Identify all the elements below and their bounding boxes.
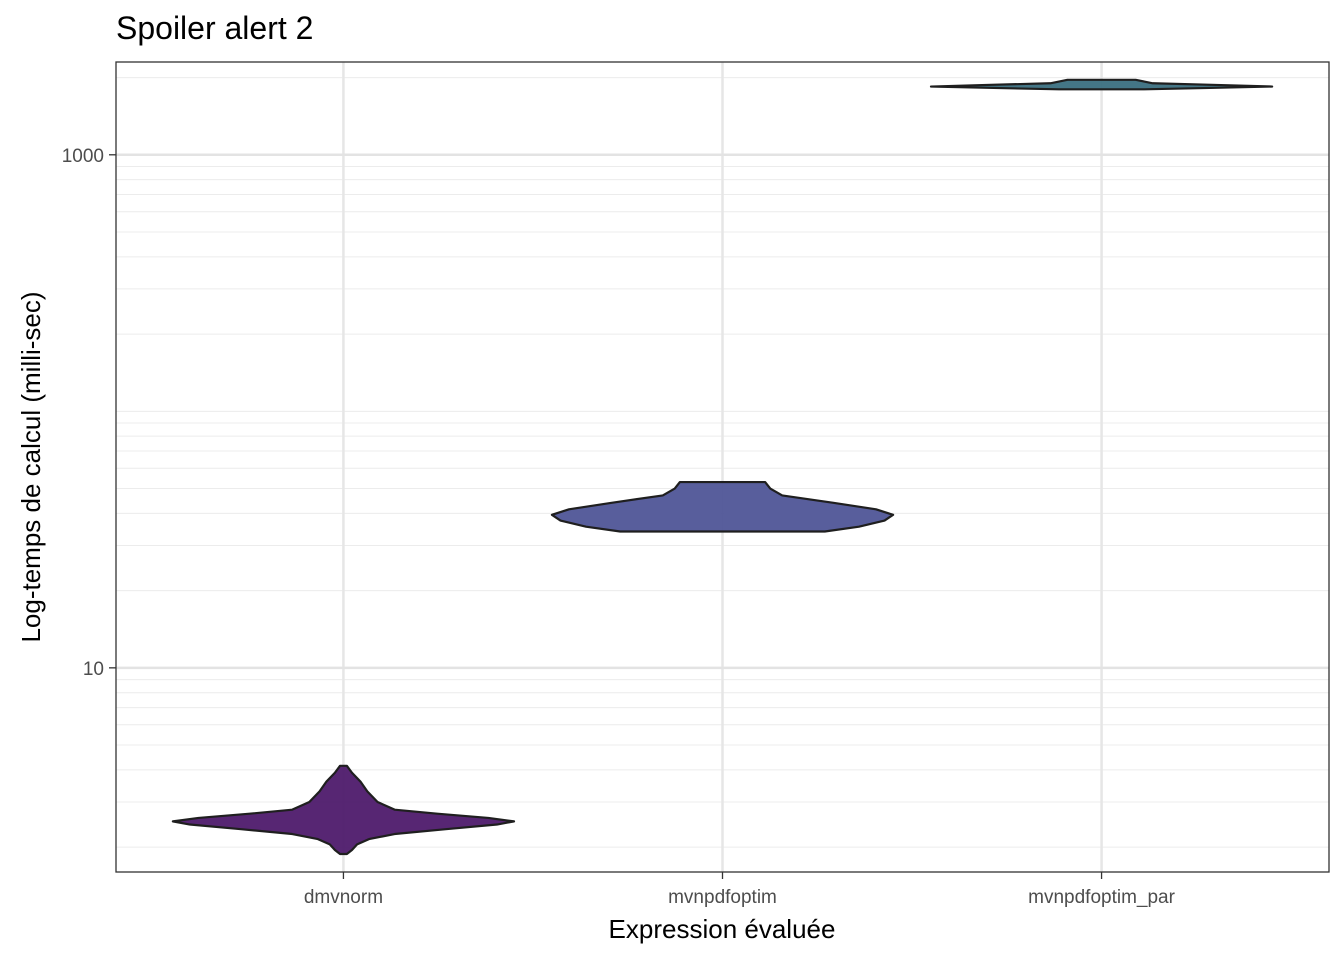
chart-title: Spoiler alert 2 xyxy=(116,10,313,46)
violin-dmvnorm xyxy=(171,764,516,856)
violins xyxy=(171,78,1274,856)
y-axis: 10 1000 xyxy=(62,146,116,680)
violin-mvnpdfoptim xyxy=(550,480,895,533)
violin-mvnpdfoptim_par xyxy=(929,78,1274,91)
major-gridlines xyxy=(116,62,1329,872)
y-tick-label: 1000 xyxy=(62,146,104,167)
y-axis-title: Log-temps de calcul (milli-sec) xyxy=(16,291,46,642)
x-tick-label: mvnpdfoptim_par xyxy=(1028,887,1175,908)
x-axis-title: Expression évaluée xyxy=(609,914,836,944)
x-axis: dmvnorm mvnpdfoptim mvnpdfoptim_par xyxy=(304,872,1176,908)
x-tick-label: dmvnorm xyxy=(304,887,383,908)
x-tick-label: mvnpdfoptim xyxy=(668,887,777,908)
y-tick-label: 10 xyxy=(83,659,104,680)
